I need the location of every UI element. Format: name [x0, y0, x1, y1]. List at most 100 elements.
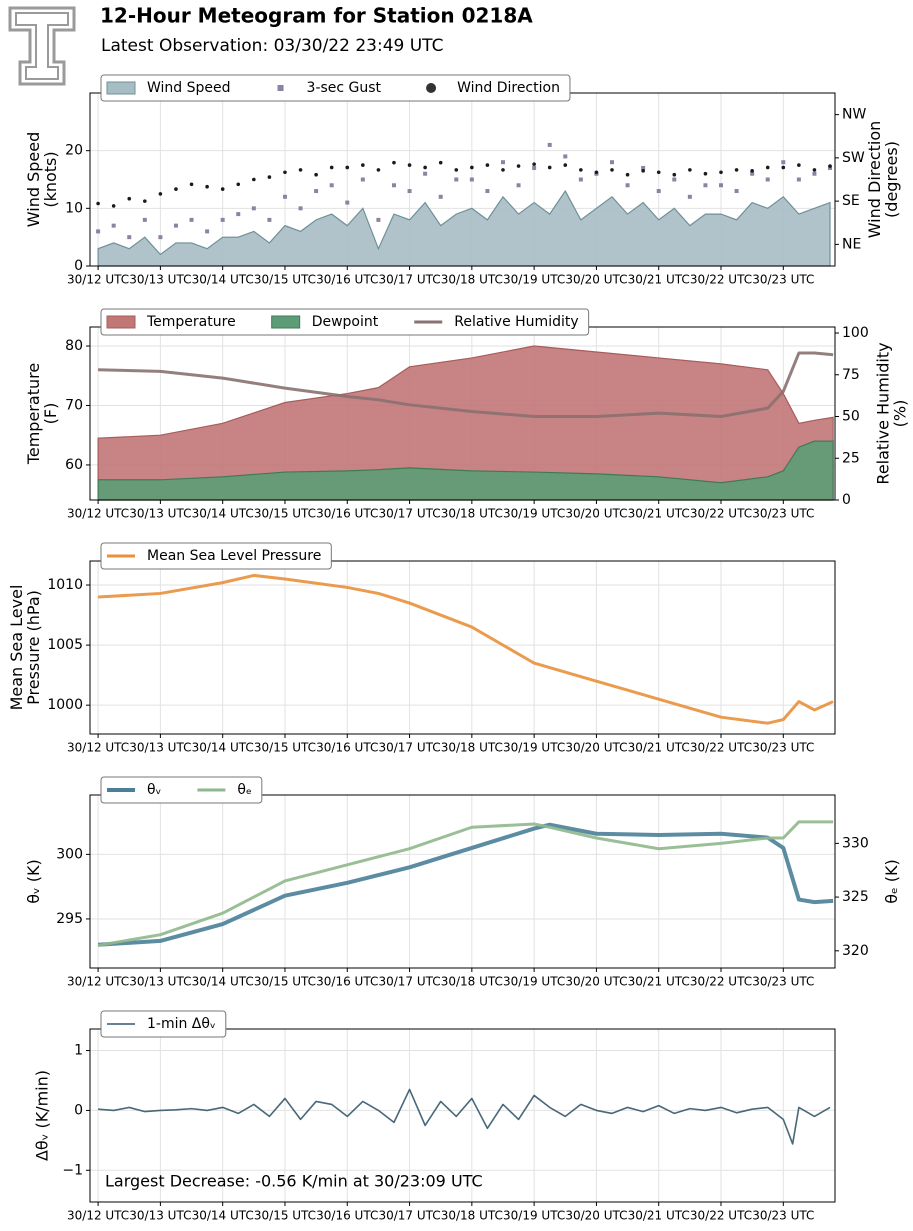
legend-box: [100, 776, 263, 804]
x-tick-label: 30/16 UTC: [316, 1209, 378, 1223]
plot-frame: [89, 1028, 836, 1203]
gust-point: [376, 217, 381, 222]
x-tick-label: 30/23 UTC: [752, 273, 814, 287]
legend-swatch: [271, 315, 301, 329]
gust-point: [765, 177, 770, 182]
direction-point: [407, 163, 412, 167]
x-tick-label: 30/13 UTC: [129, 273, 191, 287]
x-tick-label: 30/13 UTC: [129, 1209, 191, 1223]
x-tick-label: 30/21 UTC: [628, 975, 690, 989]
x-tick-label: 30/14 UTC: [192, 273, 254, 287]
y-tick-label: 1005: [47, 637, 83, 653]
direction-point: [532, 162, 536, 166]
ylabel: (knots): [41, 151, 60, 207]
y-tick-label: −1: [62, 1162, 83, 1178]
x-tick-label: 30/20 UTC: [565, 273, 627, 287]
line: [98, 573, 834, 725]
gust-point: [796, 177, 801, 182]
ylabel: Wind Speed: [24, 132, 43, 227]
y2-tick-label: 50: [842, 409, 860, 425]
x-tick-label: 30/17 UTC: [378, 507, 440, 521]
page-subtitle: Latest Observation: 03/30/22 23:49 UTC: [101, 36, 443, 56]
line: [98, 1088, 831, 1145]
y2label: (%): [891, 400, 910, 428]
gust-point: [345, 200, 350, 205]
legend-label: Wind Direction: [457, 80, 560, 96]
logo: [8, 6, 76, 86]
line: [97, 822, 834, 947]
y-tick-label: 1010: [47, 577, 83, 593]
area: [97, 440, 834, 501]
x-tick-label: 30/18 UTC: [441, 273, 503, 287]
legend-label: 1-min Δθᵥ: [147, 1016, 216, 1032]
direction-point: [438, 160, 443, 165]
x-tick-label: 30/21 UTC: [628, 741, 690, 755]
x-tick-label: 30/23 UTC: [752, 741, 814, 755]
direction-point: [641, 169, 645, 173]
y-tick-label: 295: [56, 911, 83, 927]
x-tick-label: 30/15 UTC: [254, 741, 316, 755]
x-tick-label: 30/22 UTC: [690, 273, 752, 287]
x-tick-label: 30/17 UTC: [378, 1209, 440, 1223]
direction-point: [392, 160, 396, 165]
line: [98, 351, 834, 419]
y-tick-label: 10: [65, 200, 83, 216]
y-tick-label: 20: [65, 143, 83, 159]
direction-point: [610, 168, 614, 172]
direction-point: [765, 165, 770, 170]
legend-box: [100, 308, 590, 336]
plot-background: [90, 1029, 835, 1202]
ylabel: Mean Sea Level: [7, 585, 26, 711]
x-tick-label: 30/22 UTC: [690, 741, 752, 755]
x-tick-label: 30/20 UTC: [565, 975, 627, 989]
y2-tick-label: NE: [842, 236, 861, 252]
x-tick-label: 30/19 UTC: [503, 1209, 565, 1223]
legend-label: Wind Speed: [147, 80, 231, 96]
direction-point: [656, 170, 661, 175]
y-tick-label: 1: [74, 1043, 83, 1059]
x-tick-label: 30/19 UTC: [503, 741, 565, 755]
gust-point: [750, 171, 755, 176]
x-tick-label: 30/12 UTC: [67, 1209, 129, 1223]
y2label: Relative Humidity: [874, 342, 893, 484]
legend-label: 3-sec Gust: [307, 80, 382, 96]
gust-point: [282, 194, 287, 199]
gust-point: [438, 194, 443, 199]
y-tick-label: 60: [65, 457, 83, 473]
legend-label: θₑ: [237, 782, 251, 798]
gust-point: [578, 177, 583, 182]
x-tick-label: 30/21 UTC: [628, 507, 690, 521]
gust-point: [360, 177, 365, 182]
legend-label: Relative Humidity: [454, 314, 578, 330]
y-tick-label: 70: [65, 397, 83, 413]
x-tick-label: 30/15 UTC: [254, 1209, 316, 1223]
gust-point: [532, 165, 537, 170]
direction-point: [423, 165, 427, 170]
direction-point: [205, 184, 209, 189]
y2-tick-label: 325: [842, 889, 869, 905]
gust-point: [563, 154, 568, 159]
gust-point: [454, 177, 459, 182]
ylabel: (F): [41, 403, 60, 425]
direction-point: [345, 165, 350, 170]
gust-point: [469, 177, 474, 182]
x-tick-label: 30/13 UTC: [129, 741, 191, 755]
y2label: (degrees): [882, 141, 901, 218]
y-tick-label: 0: [74, 1102, 83, 1118]
x-tick-label: 30/22 UTC: [690, 1209, 752, 1223]
gust-point: [625, 183, 630, 188]
direction-point: [672, 172, 677, 177]
direction-point: [220, 187, 225, 191]
x-tick-label: 30/12 UTC: [67, 507, 129, 521]
direction-point: [703, 171, 708, 176]
gust-point: [485, 189, 490, 194]
gust-point: [547, 142, 552, 147]
gust-point: [205, 229, 210, 234]
area: [97, 189, 831, 267]
direction-point: [719, 170, 723, 175]
x-tick-label: 30/12 UTC: [67, 273, 129, 287]
direction-point: [298, 168, 303, 172]
direction-point: [174, 187, 178, 191]
gust-point: [719, 183, 724, 188]
